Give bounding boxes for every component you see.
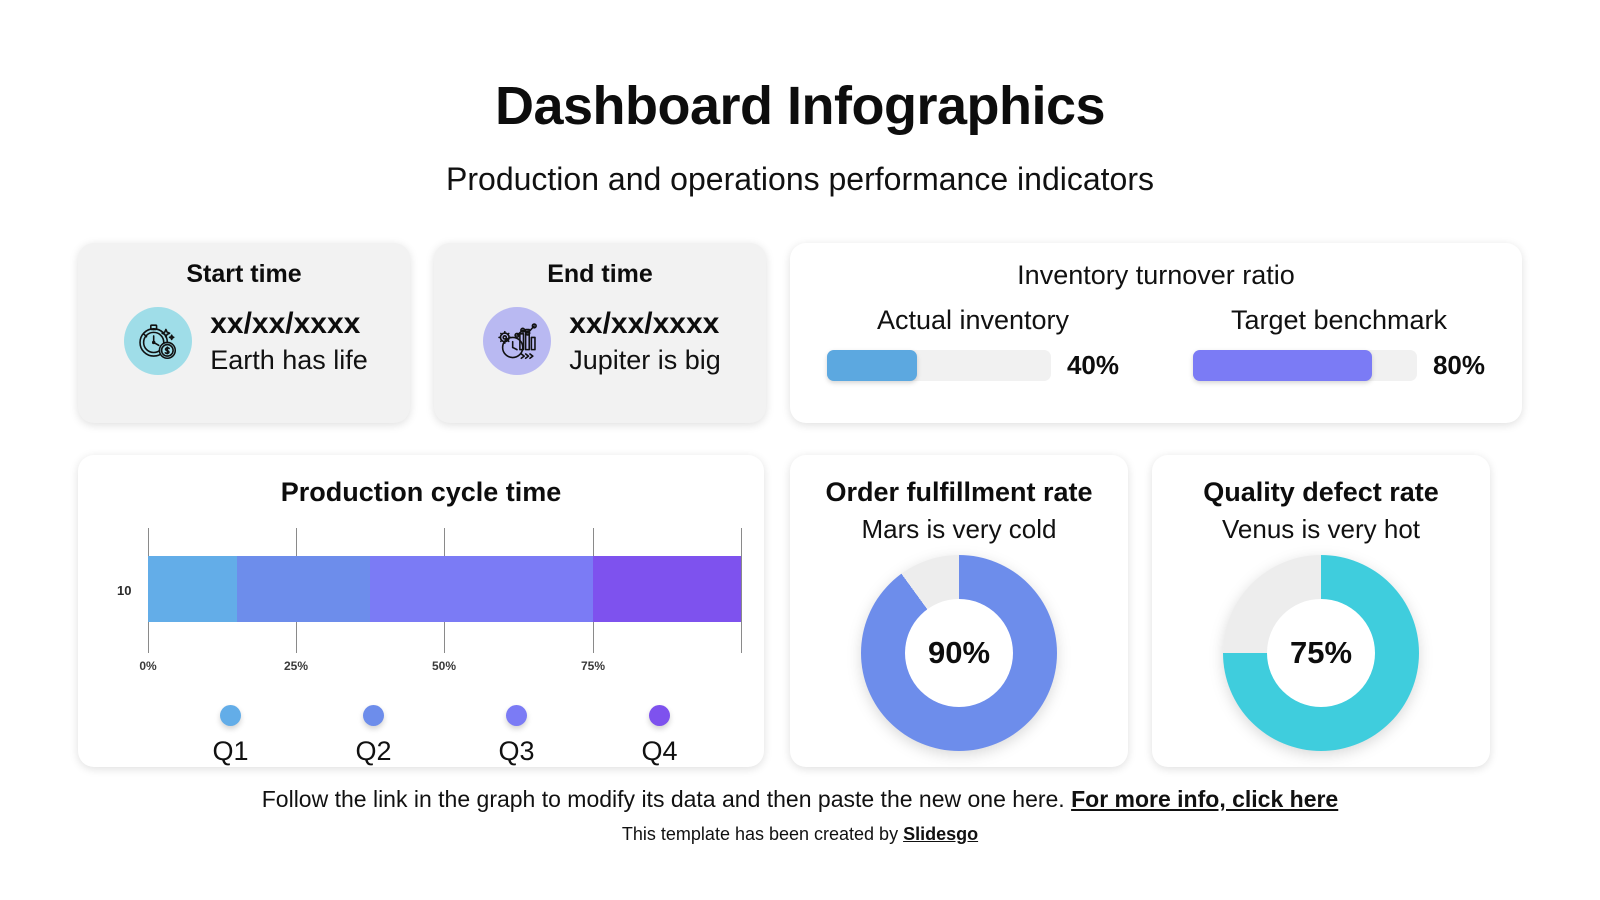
inventory-actual-bar-row: 40%: [826, 350, 1120, 381]
legend-label-q4: Q4: [641, 736, 678, 766]
bar-segment-q1: [148, 556, 237, 622]
inventory-target-column: Target benchmark 80%: [1156, 305, 1522, 381]
footer-credit-text: This template has been created by: [621, 824, 904, 844]
production-cycle-title: Production cycle time: [280, 477, 562, 507]
page-subtitle: Production and operations performance in…: [446, 160, 1154, 197]
quality-defect-center: 75%: [1267, 599, 1375, 707]
inventory-target-percent: 80%: [1432, 350, 1486, 380]
inventory-target-label: Target benchmark: [1230, 305, 1448, 335]
order-fulfillment-donut: 90%: [861, 555, 1057, 751]
legend-dot-q3: [506, 705, 527, 726]
order-fulfillment-value: 90%: [927, 635, 991, 670]
legend-item-q3[interactable]: Q3: [445, 705, 588, 767]
page-title: Dashboard Infographics: [494, 76, 1106, 136]
footer-credit: This template has been created by Slides…: [0, 824, 1600, 845]
inventory-target-bar-row: 80%: [1192, 350, 1486, 381]
quality-defect-value: 75%: [1289, 635, 1353, 670]
quarter-legend: Q1 Q2 Q3 Q4: [111, 705, 731, 767]
x-tick-0: 0%: [139, 659, 157, 673]
card-production-cycle[interactable]: Production cycle time 10 0% 25% 50% 75%: [78, 455, 764, 767]
inventory-actual-column: Actual inventory 40%: [790, 305, 1156, 381]
end-time-value: xx/xx/xxxx: [569, 307, 720, 340]
card-end-time[interactable]: End time: [434, 243, 766, 423]
legend-label-q3: Q3: [498, 736, 535, 766]
y-axis-label: 10: [117, 583, 132, 598]
legend-label-q1: Q1: [212, 736, 249, 766]
end-time-title: End time: [547, 260, 653, 288]
legend-label-q2: Q2: [355, 736, 392, 766]
legend-dot-q1: [220, 705, 241, 726]
end-time-note: Jupiter is big: [569, 344, 721, 375]
legend-item-q2[interactable]: Q2: [302, 705, 445, 767]
legend-item-q1[interactable]: Q1: [159, 705, 302, 767]
quality-defect-title: Quality defect rate: [1203, 477, 1439, 507]
bar-segment-q3: [370, 556, 593, 622]
x-tick-25: 25%: [283, 659, 309, 673]
row-top: Start time: [78, 243, 1522, 423]
start-time-title: Start time: [186, 260, 302, 288]
end-time-texts: xx/xx/xxxx Jupiter is big: [569, 305, 721, 378]
production-cycle-chart: 10 0% 25% 50% 75%: [101, 528, 742, 701]
start-time-value: xx/xx/xxxx: [210, 307, 361, 340]
card-order-fulfillment[interactable]: Order fulfillment rate Mars is very cold…: [790, 455, 1128, 767]
footer-slidesgo-link[interactable]: Slidesgo: [903, 824, 979, 844]
card-inventory-turnover[interactable]: Inventory turnover ratio Actual inventor…: [790, 243, 1522, 423]
header: Dashboard Infographics Production and op…: [0, 0, 1600, 198]
gear-chart-clock-icon: [483, 307, 552, 376]
inventory-columns: Actual inventory 40% Target benchmark: [790, 305, 1522, 381]
card-quality-defect[interactable]: Quality defect rate Venus is very hot 75…: [1152, 455, 1490, 767]
end-time-body: xx/xx/xxxx Jupiter is big: [479, 305, 721, 378]
start-time-note: Earth has life: [210, 344, 368, 375]
legend-dot-q2: [363, 705, 384, 726]
inventory-actual-label: Actual inventory: [876, 305, 1070, 335]
legend-dot-q4: [649, 705, 670, 726]
x-tick-75: 75%: [580, 659, 606, 673]
order-fulfillment-subtitle: Mars is very cold: [861, 514, 1057, 544]
inventory-title: Inventory turnover ratio: [1017, 260, 1295, 290]
bar-segment-q2: [236, 556, 371, 622]
stopwatch-coin-icon: [124, 307, 193, 376]
bar-segment-q4: [592, 556, 741, 622]
start-time-body: xx/xx/xxxx Earth has life: [120, 305, 368, 378]
inventory-actual-percent: 40%: [1066, 350, 1120, 380]
gridline-100: [741, 528, 742, 653]
footer: Follow the link in the graph to modify i…: [0, 786, 1600, 845]
footer-instruction-text: Follow the link in the graph to modify i…: [261, 786, 1072, 812]
card-start-time[interactable]: Start time: [78, 243, 410, 423]
order-fulfillment-center: 90%: [905, 599, 1013, 707]
x-tick-50: 50%: [431, 659, 457, 673]
quality-defect-donut: 75%: [1223, 555, 1419, 751]
legend-item-q4[interactable]: Q4: [588, 705, 731, 767]
inventory-target-fill: [1192, 350, 1373, 381]
footer-instruction: Follow the link in the graph to modify i…: [0, 786, 1600, 813]
inventory-actual-track: [826, 350, 1051, 381]
quality-defect-subtitle: Venus is very hot: [1222, 514, 1420, 544]
footer-more-info-link[interactable]: For more info, click here: [1071, 786, 1339, 812]
row-bottom: Production cycle time 10 0% 25% 50% 75%: [78, 455, 1492, 767]
order-fulfillment-title: Order fulfillment rate: [825, 477, 1093, 507]
start-time-texts: xx/xx/xxxx Earth has life: [210, 305, 368, 378]
inventory-actual-fill: [826, 350, 917, 381]
stacked-bar: [148, 556, 741, 622]
inventory-target-track: [1192, 350, 1417, 381]
